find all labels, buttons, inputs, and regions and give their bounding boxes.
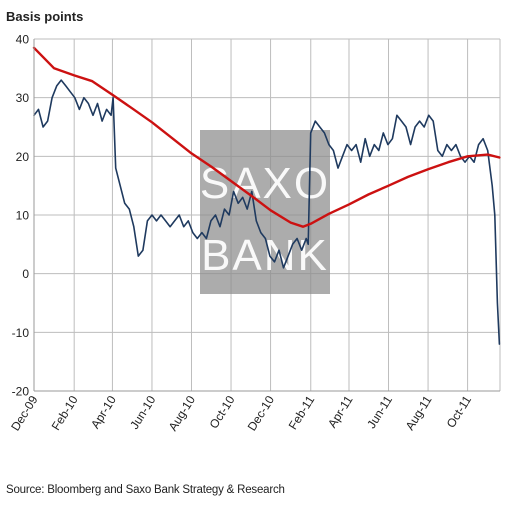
x-tick-label: Oct-10 [207, 393, 238, 431]
x-tick-label: Jun-10 [127, 393, 158, 432]
y-tick-label: 10 [16, 209, 30, 223]
x-tick-label: Aug-11 [403, 393, 435, 433]
x-tick-label: Feb-11 [286, 393, 318, 432]
y-tick-label: 20 [16, 150, 30, 164]
x-tick-label: Apr-10 [88, 393, 119, 431]
y-tick-label: 40 [16, 33, 30, 47]
source-note: Source: Bloomberg and Saxo Bank Strategy… [6, 484, 285, 496]
x-tick-label: Oct-11 [444, 393, 475, 430]
x-tick-label: Feb-10 [49, 393, 81, 433]
x-tick-label: Aug-10 [166, 393, 199, 434]
y-tick-label: -10 [12, 326, 30, 340]
x-tick-label: Apr-11 [325, 393, 356, 430]
x-tick-label: Dec-09 [8, 393, 41, 434]
x-tick-label: Jun-11 [364, 393, 395, 431]
x-tick-label: Dec-10 [245, 393, 278, 434]
y-tick-label: 0 [22, 267, 29, 281]
y-tick-label: 30 [16, 91, 30, 105]
x-tick-labels: Dec-09 Feb-10 Apr-10 Jun-10 Aug-10 Oct-10 Dec-… [8, 393, 474, 434]
